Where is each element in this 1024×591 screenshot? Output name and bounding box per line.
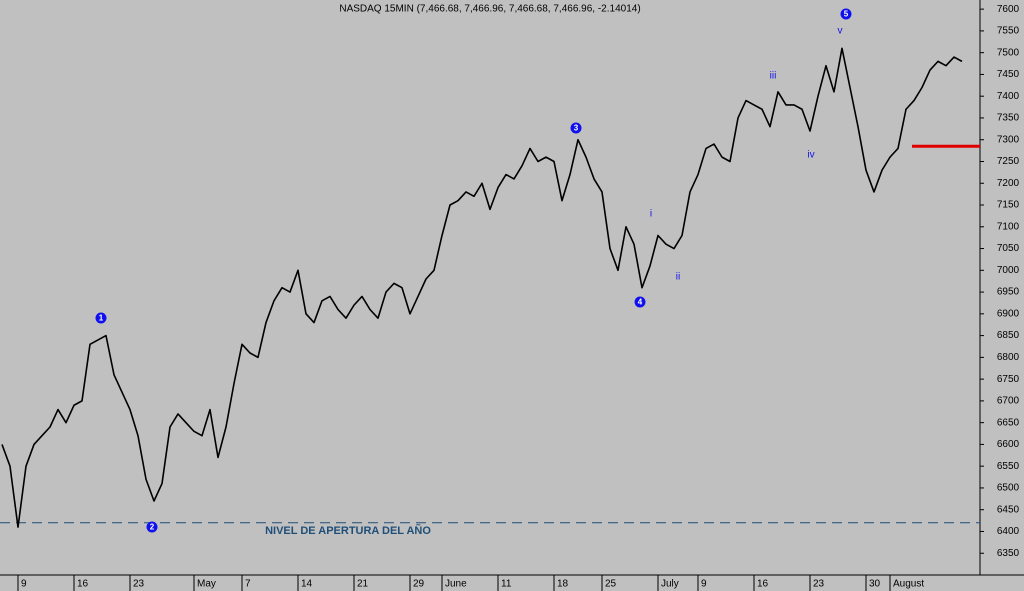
x-tick-label: July bbox=[661, 579, 679, 590]
x-tick-label: May bbox=[197, 579, 216, 590]
x-tick-label: 11 bbox=[501, 579, 512, 590]
x-tick-label: 30 bbox=[869, 579, 881, 590]
y-tick-label: 6700 bbox=[997, 396, 1020, 407]
y-tick-label: 6800 bbox=[997, 352, 1020, 363]
wave-marker bbox=[840, 8, 852, 20]
x-tick-label: 29 bbox=[413, 579, 425, 590]
y-tick-label: 6450 bbox=[997, 504, 1020, 515]
wave-label: 4 bbox=[638, 298, 643, 307]
x-tick-label: 23 bbox=[133, 579, 145, 590]
chart-title: NASDAQ 15MIN (7,466.68, 7,466.96, 7,466.… bbox=[339, 4, 640, 15]
sub-wave-label: i bbox=[650, 209, 652, 220]
wave-marker bbox=[146, 521, 158, 533]
y-tick-label: 6650 bbox=[997, 417, 1020, 428]
y-tick-label: 6550 bbox=[997, 461, 1020, 472]
y-tick-label: 7600 bbox=[997, 4, 1020, 15]
sub-wave-label: v bbox=[838, 26, 843, 37]
y-tick-label: 7400 bbox=[997, 91, 1020, 102]
x-tick-label: 23 bbox=[813, 579, 825, 590]
wave-marker bbox=[570, 122, 582, 134]
y-tick-label: 6900 bbox=[997, 308, 1020, 319]
y-tick-label: 7300 bbox=[997, 134, 1020, 145]
x-tick-label: 16 bbox=[77, 579, 89, 590]
x-tick-label: June bbox=[445, 579, 467, 590]
x-tick-label: 9 bbox=[21, 579, 27, 590]
y-tick-label: 6950 bbox=[997, 287, 1020, 298]
y-tick-label: 6350 bbox=[997, 548, 1020, 559]
wave-label: 5 bbox=[844, 10, 849, 19]
x-tick-label: 21 bbox=[357, 579, 369, 590]
x-tick-label: 16 bbox=[757, 579, 769, 590]
y-tick-label: 7500 bbox=[997, 47, 1020, 58]
level-label: NIVEL DE APERTURA DEL AÑO bbox=[265, 524, 431, 537]
y-tick-label: 7350 bbox=[997, 113, 1020, 124]
y-tick-label: 7450 bbox=[997, 69, 1020, 80]
x-tick-label: 14 bbox=[301, 579, 313, 590]
sub-wave-label: iii bbox=[770, 71, 777, 82]
y-tick-label: 6400 bbox=[997, 526, 1020, 537]
price-line bbox=[1, 47, 963, 528]
wave-label: 3 bbox=[574, 124, 579, 133]
wave-marker bbox=[634, 296, 646, 308]
y-tick-label: 6850 bbox=[997, 330, 1020, 341]
x-tick-label: 7 bbox=[245, 579, 251, 590]
y-tick-label: 6500 bbox=[997, 483, 1020, 494]
y-tick-label: 7150 bbox=[997, 200, 1020, 211]
y-tick-label: 7100 bbox=[997, 221, 1020, 232]
y-tick-label: 6750 bbox=[997, 374, 1020, 385]
x-tick-label: August bbox=[893, 579, 924, 590]
wave-label: 2 bbox=[150, 523, 155, 532]
y-tick-label: 6600 bbox=[997, 439, 1020, 450]
y-tick-label: 7200 bbox=[997, 178, 1020, 189]
wave-label: 1 bbox=[99, 314, 104, 323]
wave-marker bbox=[95, 312, 107, 324]
x-tick-label: 18 bbox=[557, 579, 569, 590]
y-tick-label: 7250 bbox=[997, 156, 1020, 167]
y-tick-label: 7050 bbox=[997, 243, 1020, 254]
y-tick-label: 7000 bbox=[997, 265, 1020, 276]
sub-wave-label: iv bbox=[807, 150, 814, 161]
sub-wave-label: ii bbox=[676, 272, 680, 283]
y-tick-label: 7550 bbox=[997, 26, 1020, 37]
x-tick-label: 25 bbox=[605, 579, 617, 590]
x-tick-label: 9 bbox=[701, 579, 707, 590]
